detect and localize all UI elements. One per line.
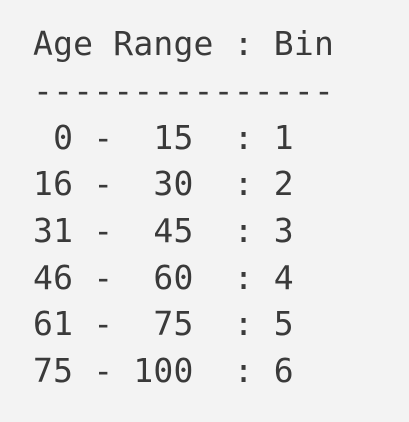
table-separator: --------------- [33,71,335,110]
table-row: 16 - 30 : 2 [33,164,294,203]
table-row: 31 - 45 : 3 [33,211,294,250]
table-row: 46 - 60 : 4 [33,258,294,297]
table-row: 75 - 100 : 6 [33,351,294,390]
table-row: 61 - 75 : 5 [33,304,294,343]
table-row: 0 - 15 : 1 [33,118,294,157]
table-header: Age Range : Bin [33,24,335,63]
